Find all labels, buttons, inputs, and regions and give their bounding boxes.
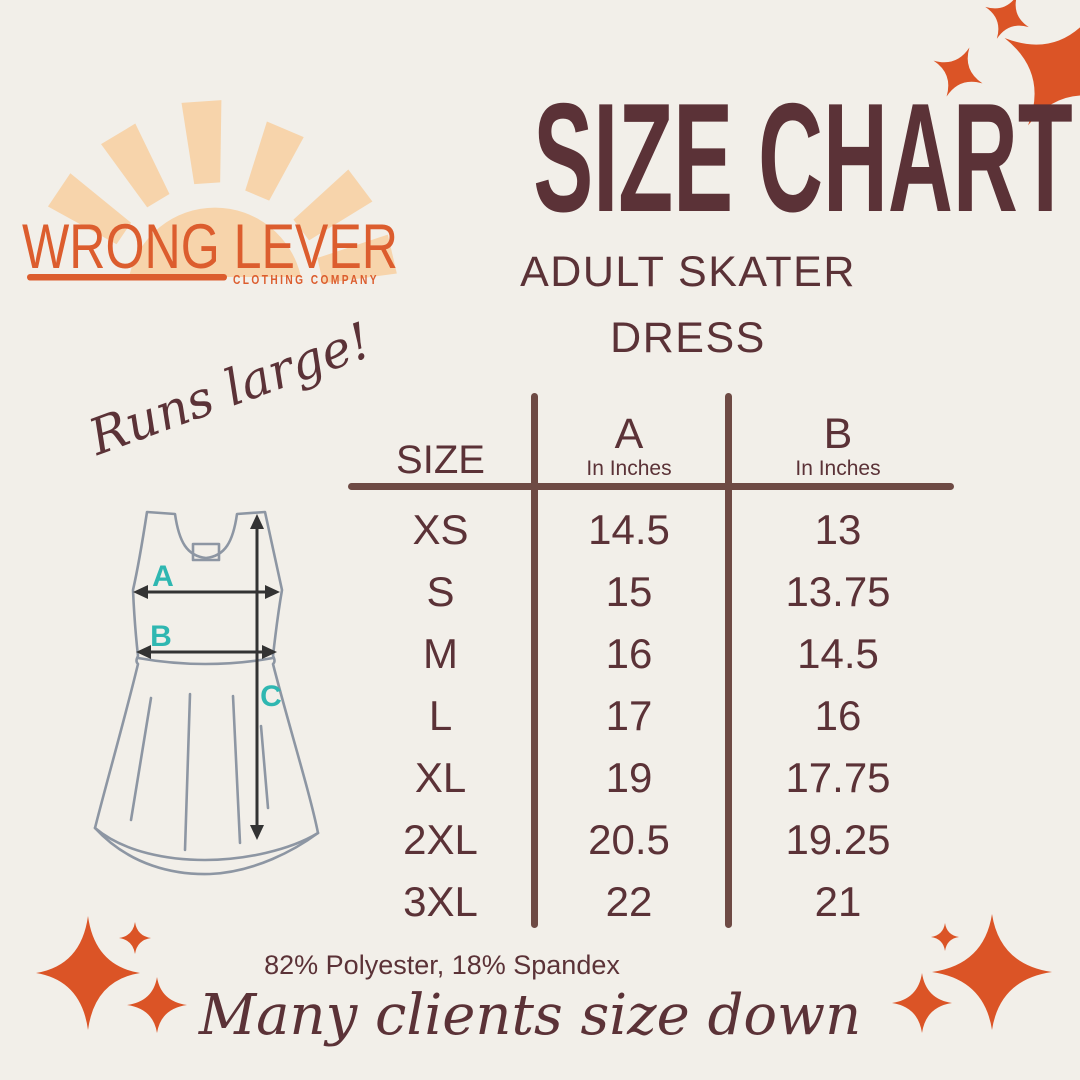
column-header-a-label: A: [614, 410, 644, 458]
sparkle-icon: [975, 0, 1039, 49]
column-header-b: B In Inches: [732, 393, 944, 483]
measurement-label-c: C: [260, 680, 282, 713]
table-row: L 17 16: [350, 685, 952, 747]
sparkle-icon: [127, 977, 187, 1033]
size-cell: 2XL: [403, 816, 478, 863]
brand-logo: WRONG LEVER CLOTHING COMPANY: [22, 100, 398, 287]
measure-b-cell: 16: [814, 692, 862, 739]
sparkle-group-bottom-left: [36, 916, 187, 1033]
table-row: 3XL 22 21: [350, 871, 952, 933]
column-header-size: SIZE: [350, 393, 531, 503]
sun-icon: [129, 207, 301, 277]
measure-a-cell: 19: [605, 754, 653, 801]
dress-outline: [93, 510, 320, 876]
column-header-b-unit: In Inches: [795, 457, 881, 480]
measure-a-cell: 16: [605, 630, 653, 677]
column-header-a: A In Inches: [538, 393, 720, 483]
measurement-label-b: B: [150, 620, 172, 653]
table-divider-horizontal: [348, 483, 954, 490]
dress-diagram: A B C: [93, 510, 320, 876]
table-row: 2XL 20.5 19.25: [350, 809, 952, 871]
column-header-a-unit: In Inches: [586, 457, 672, 480]
title-text: SIZE CHART: [533, 71, 1073, 244]
table-body: XS 14.5 13 S 15 13.75 M 16 14.5 L 17 16 …: [350, 499, 952, 933]
measure-b-cell: 13: [814, 506, 862, 553]
runs-large-note: Runs large!: [81, 311, 379, 467]
page-title: SIZE CHART: [338, 80, 1072, 235]
table-row: XL 19 17.75: [350, 747, 952, 809]
size-cell: S: [426, 568, 455, 615]
size-cell: 3XL: [403, 878, 478, 925]
measure-b-cell: 21: [814, 878, 862, 925]
sizing-note: Many clients size down: [198, 983, 862, 1048]
size-table: SIZE A In Inches B In Inches XS 14.5 13 …: [348, 393, 954, 928]
measurement-label-a: A: [152, 560, 174, 593]
sparkle-icon: [119, 922, 151, 954]
table-row: M 16 14.5: [350, 623, 952, 685]
table-row: S 15 13.75: [350, 561, 952, 623]
brand-name: WRONG LEVER: [22, 212, 398, 282]
table-divider-vertical-2: [725, 393, 732, 928]
sparkle-group-bottom-right: [892, 914, 1052, 1033]
sparkle-icon: [932, 914, 1052, 1030]
measure-a-cell: 20.5: [588, 816, 670, 863]
material-composition: 82% Polyester, 18% Spandex: [264, 950, 620, 980]
measure-a-cell: 14.5: [588, 506, 670, 553]
measure-a-cell: 15: [605, 568, 653, 615]
subtitle-line-1: ADULT SKATER: [520, 248, 856, 296]
product-subtitle: ADULT SKATER DRESS: [338, 240, 1038, 372]
subtitle-line-2: DRESS: [610, 313, 766, 362]
sparkle-icon: [931, 923, 959, 951]
measure-b-cell: 14.5: [797, 630, 879, 677]
table-row: XS 14.5 13: [350, 499, 952, 561]
measure-b-cell: 19.25: [785, 816, 891, 863]
size-cell: L: [428, 692, 453, 739]
measure-b-cell: 17.75: [785, 754, 891, 801]
sun-rays-icon: [47, 100, 397, 284]
measure-a-cell: 17: [605, 692, 653, 739]
brand-tagline: CLOTHING COMPANY: [233, 273, 379, 287]
sparkle-icon: [36, 916, 140, 1030]
size-cell: XS: [412, 506, 469, 553]
logo-underline: [27, 274, 227, 281]
column-header-b-label: B: [823, 410, 853, 458]
measurement-arrows: [143, 524, 270, 830]
table-divider-vertical-1: [531, 393, 538, 928]
measure-a-cell: 22: [605, 878, 653, 925]
sparkle-icon: [892, 973, 952, 1033]
measure-b-cell: 13.75: [785, 568, 891, 615]
size-cell: XL: [414, 754, 467, 801]
column-header-size-label: SIZE: [396, 438, 485, 482]
size-cell: M: [423, 630, 458, 677]
